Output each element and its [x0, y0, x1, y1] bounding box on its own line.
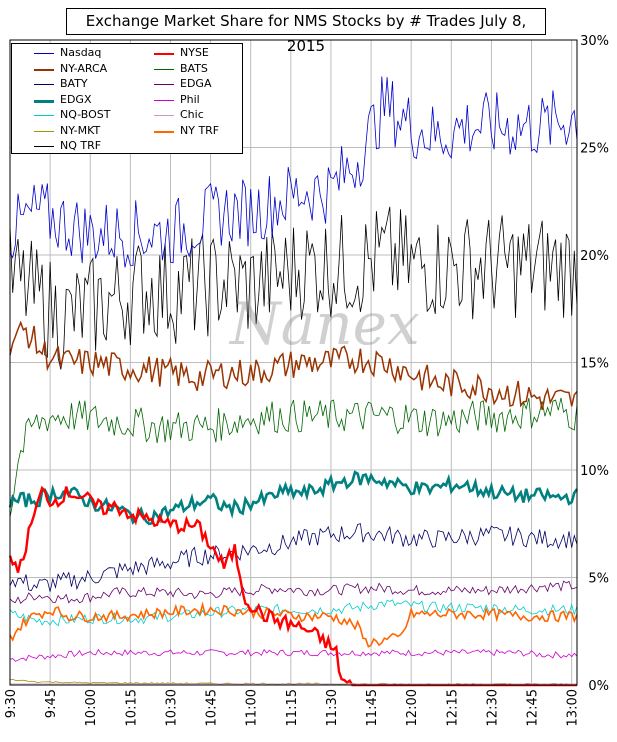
x-axis: 9:30 9:45 10:00 10:15 10:30 10:45 11:00 11:15 11… [4, 689, 581, 726]
chart-title: Exchange Market Share for NMS Stocks by … [66, 8, 546, 55]
watermark: Nanex [230, 290, 420, 358]
legend-label: Nasdaq [60, 46, 102, 59]
y-tick-label: 5% [588, 572, 609, 587]
legend-swatch [154, 84, 174, 85]
x-tick-label: 11:30 [325, 689, 340, 726]
series-line-baty [9, 523, 578, 592]
series-line-edgx [8, 470, 579, 526]
y-tick-label: 10% [580, 464, 609, 479]
series-line-nq-trf [9, 206, 578, 370]
legend-swatch [34, 53, 54, 54]
legend-swatch [154, 130, 174, 133]
legend-label: EDGA [180, 77, 212, 90]
series-line-edga [9, 580, 578, 604]
series-line-nasdaq [9, 76, 578, 268]
legend-label: Phil [180, 92, 200, 106]
y-axis: 0% 5% 10% 15% 20% 25% 30% [580, 34, 609, 694]
x-tick-label: 12:15 [445, 689, 460, 726]
x-tick-label: 10:30 [164, 689, 179, 726]
x-tick-label: 13:00 [566, 689, 581, 726]
series-line-nyse [8, 485, 577, 687]
x-tick-label: 9:30 [4, 689, 19, 718]
legend-label: Chic [180, 108, 204, 121]
x-tick-label: 11:00 [245, 689, 260, 726]
legend: Nasdaq NYSE NY-ARCA BATS BATY EDGA EDGX Phil NQ-… [11, 43, 243, 154]
y-tick-label: 25% [580, 142, 609, 157]
legend-label: NY TRF [180, 123, 220, 137]
legend-swatch [34, 99, 54, 103]
legend-swatch [34, 146, 54, 147]
series-line-phil [9, 648, 578, 662]
series-line-ny-trf [9, 601, 578, 648]
legend-label: NY-ARCA [60, 61, 108, 75]
y-tick-label: 15% [580, 357, 609, 372]
x-tick-label: 10:15 [124, 689, 139, 726]
legend-swatch [34, 115, 54, 116]
y-tick-label: 20% [580, 249, 609, 264]
legend-swatch [154, 99, 174, 101]
series-line-nq-bost [9, 599, 578, 627]
series-line-ny-arca [9, 320, 578, 411]
legend-label: NYSE [180, 46, 209, 59]
x-tick-label: 9:45 [44, 689, 59, 718]
legend-label: NQ TRF [60, 139, 102, 152]
x-tick-label: 12:30 [485, 689, 500, 726]
plot-frame [9, 39, 578, 686]
series-lines [8, 76, 579, 687]
legend-label: BATS [180, 61, 208, 75]
legend-label: EDGX [60, 92, 92, 106]
legend-swatch [34, 68, 54, 71]
legend-swatch [154, 68, 174, 70]
x-tick-label: 12:00 [405, 689, 420, 726]
legend-swatch [154, 53, 174, 55]
y-tick-label: 0% [588, 679, 609, 694]
x-tick-label: 12:45 [526, 689, 541, 726]
y-tick-label: 30% [580, 34, 609, 49]
legend-swatch [34, 130, 54, 132]
legend-label: NY-MKT [60, 123, 101, 137]
series-line-bats [9, 397, 578, 518]
x-tick-label: 10:00 [84, 689, 99, 726]
legend-label: BATY [60, 77, 88, 90]
legend-swatch [154, 115, 174, 116]
x-tick-label: 11:45 [365, 689, 380, 726]
x-tick-label: 11:15 [285, 689, 300, 726]
legend-swatch [34, 84, 54, 85]
x-tick-label: 10:45 [205, 689, 220, 726]
legend-label: NQ-BOST [60, 108, 111, 121]
